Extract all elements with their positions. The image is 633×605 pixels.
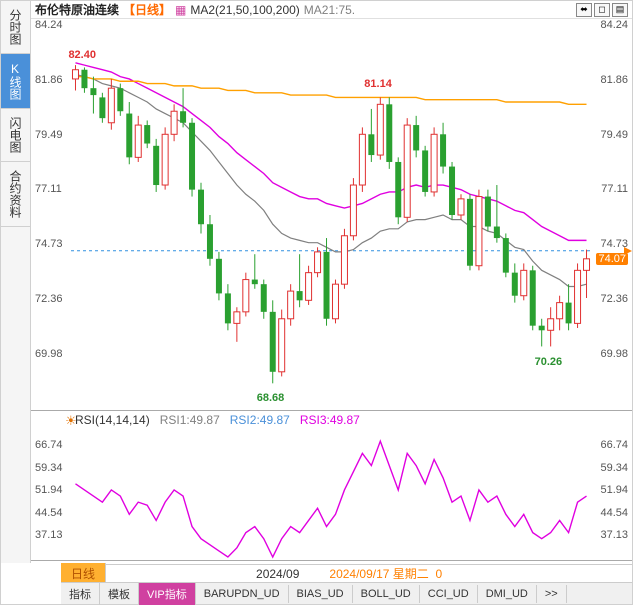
- sidebar-tab-contract-info[interactable]: 合约资料: [1, 162, 30, 227]
- timeline-strip: 日线 2024/09 2024/09/17 星期二 0: [61, 564, 632, 582]
- left-sidebar: 分时图 K线图 闪电图 合约资料: [1, 1, 31, 563]
- toolbar-icon-1[interactable]: ⬌: [576, 3, 592, 17]
- indicator-tabs: 指标 模板 VIP指标 BARUPDN_UD BIAS_UD BOLL_UD C…: [61, 582, 632, 604]
- tab-more[interactable]: >>: [537, 585, 567, 603]
- rsi-panel[interactable]: ☀ RSI(14,14,14) RSI1:49.87 RSI2:49.87 RS…: [31, 411, 632, 561]
- tab-barupdn[interactable]: BARUPDN_UD: [196, 585, 289, 603]
- toolbar-icon-3[interactable]: ▤: [612, 3, 628, 17]
- tab-boll[interactable]: BOLL_UD: [353, 585, 420, 603]
- sidebar-tab-realtime[interactable]: 分时图: [1, 1, 30, 54]
- ma-settings-label: MA2(21,50,100,200): [190, 3, 299, 17]
- timeline-date: 2024/09/17 星期二 0: [329, 565, 442, 582]
- tab-indicator[interactable]: 指标: [61, 583, 100, 605]
- tab-vip[interactable]: VIP指标: [139, 583, 196, 605]
- timeframe-badge[interactable]: 日线: [61, 563, 106, 584]
- instrument-name: 布伦特原油连续: [35, 1, 119, 18]
- sidebar-tab-kline[interactable]: K线图: [1, 54, 30, 109]
- period-label: 【日线】: [123, 1, 171, 18]
- current-price-arrow-icon: [624, 247, 632, 255]
- tab-template[interactable]: 模板: [100, 583, 139, 605]
- candle-canvas: [71, 19, 591, 411]
- tab-cci[interactable]: CCI_UD: [420, 585, 478, 603]
- toolbar-icon-2[interactable]: ◻: [594, 3, 610, 17]
- main-area: 布伦特原油连续 【日线】 ▦ MA2(21,50,100,200) MA21:7…: [31, 1, 632, 604]
- rsi-canvas: [71, 411, 591, 559]
- chart-title-bar: 布伦特原油连续 【日线】 ▦ MA2(21,50,100,200) MA21:7…: [31, 1, 632, 19]
- tab-bias[interactable]: BIAS_UD: [289, 585, 353, 603]
- grid-icon[interactable]: ▦: [175, 3, 186, 17]
- ma21-value-label: MA21:75.: [304, 3, 355, 17]
- timeline-month: 2024/09: [256, 567, 299, 581]
- tab-dmi[interactable]: DMI_UD: [478, 585, 537, 603]
- sidebar-tab-lightning[interactable]: 闪电图: [1, 109, 30, 162]
- candlestick-chart[interactable]: 69.9872.3674.7377.1179.4981.8684.24 69.9…: [31, 19, 632, 411]
